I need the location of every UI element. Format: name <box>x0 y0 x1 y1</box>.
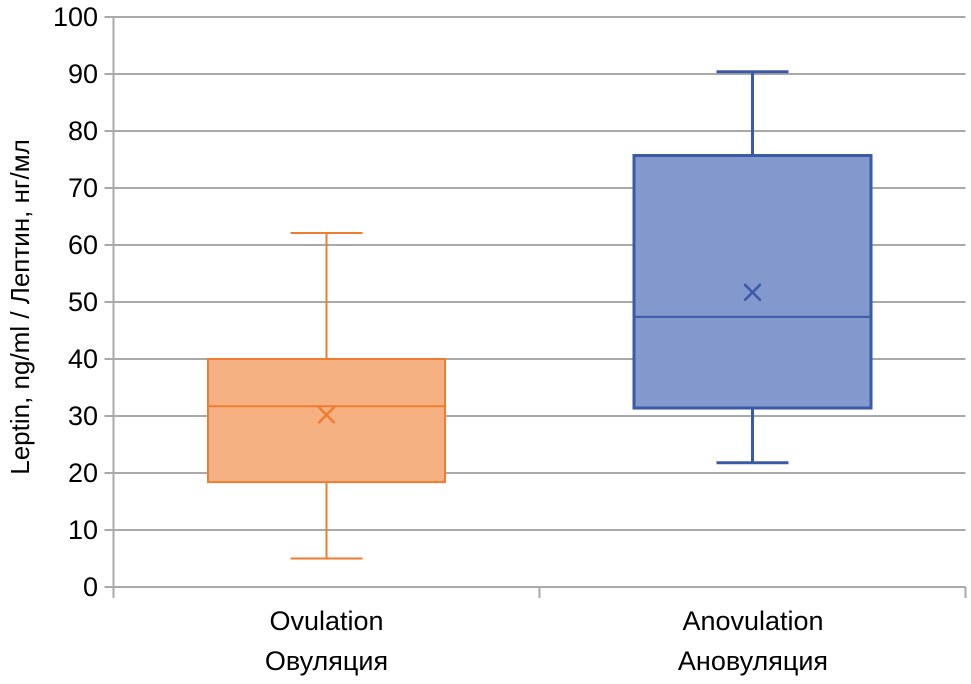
x-category-label-ovulation: Ovulation Овуляция <box>113 601 540 681</box>
y-axis-tick-label: 10 <box>67 515 98 545</box>
y-axis-tick-label: 40 <box>67 344 98 374</box>
y-axis-tick-label: 80 <box>67 116 98 146</box>
y-axis-tick-label: 90 <box>67 59 98 89</box>
x-category-label-ru: Овуляция <box>264 646 389 676</box>
mean-marker-anovulation <box>743 283 762 302</box>
mean-marker-ovulation <box>317 406 336 424</box>
y-axis-tick-label: 30 <box>67 401 98 431</box>
y-axis-tick-label: 0 <box>82 572 98 602</box>
y-axis-tick-label: 20 <box>67 458 98 488</box>
y-axis-tick-label: 70 <box>67 173 98 203</box>
x-category-label-en: Anovulation <box>682 606 824 636</box>
box-anovulation <box>632 154 873 410</box>
x-category-label-anovulation: Anovulation Ановуляция <box>540 601 966 681</box>
y-axis-tick-label: 60 <box>67 230 98 260</box>
x-category-label-en: Ovulation <box>269 606 384 636</box>
y-axis-tick-label: 100 <box>52 2 98 32</box>
box-ovulation <box>207 358 446 484</box>
y-axis-tick-label: 50 <box>67 287 98 317</box>
x-category-label-ru: Ановуляция <box>677 646 829 676</box>
